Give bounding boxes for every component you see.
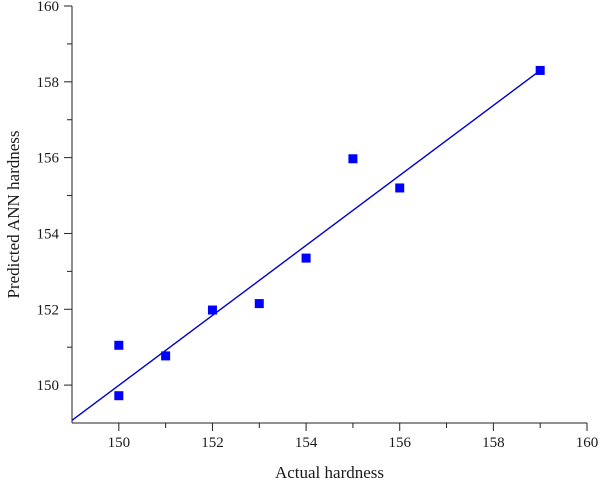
axes <box>71 6 587 424</box>
y-tick-label: 152 <box>37 302 60 318</box>
tick-labels: 150 152 154 156 158 160 150 152 154 156 158 160 <box>37 0 599 451</box>
y-tick-label: 160 <box>37 0 60 15</box>
fit-line-group <box>71 69 541 421</box>
y-tick-label: 154 <box>37 226 60 242</box>
data-point <box>114 391 124 401</box>
regression-line <box>71 69 541 421</box>
data-point <box>301 253 311 263</box>
data-point <box>114 340 124 350</box>
y-axis-label: Predicted ANN hardness <box>4 130 23 298</box>
data-points <box>114 65 545 401</box>
x-tick-label: 150 <box>108 435 131 451</box>
x-tick-label: 160 <box>576 435 599 451</box>
x-tick-label: 156 <box>388 435 411 451</box>
x-tick-label: 152 <box>201 435 224 451</box>
x-axis-label: Actual hardness <box>275 463 384 482</box>
data-point <box>161 351 171 361</box>
ticks <box>64 5 588 431</box>
x-tick-label: 154 <box>295 435 318 451</box>
data-point <box>254 299 264 309</box>
data-point <box>348 154 358 164</box>
x-tick-label: 158 <box>482 435 505 451</box>
y-tick-label: 150 <box>37 378 60 394</box>
data-point <box>395 183 405 193</box>
y-tick-label: 156 <box>37 151 60 167</box>
data-point <box>535 65 545 75</box>
y-tick-label: 158 <box>37 75 60 91</box>
data-point <box>207 305 217 315</box>
